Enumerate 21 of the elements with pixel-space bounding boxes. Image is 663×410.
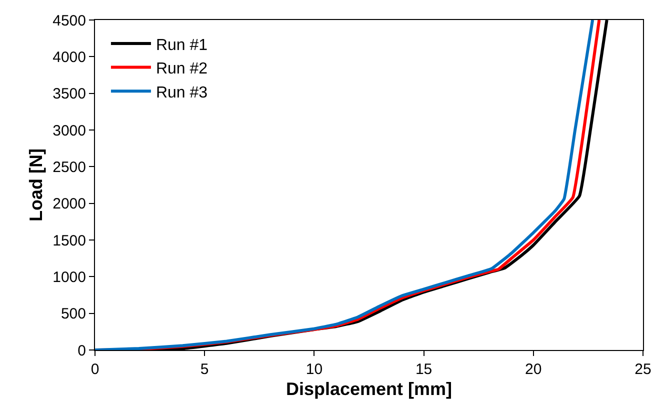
x-tick-label: 10: [306, 361, 323, 378]
y-tick-label: 3000: [52, 122, 86, 140]
x-tick-label: 0: [90, 361, 100, 378]
y-tick-label: 4000: [52, 48, 86, 66]
y-tick-label: 1500: [52, 232, 86, 250]
y-tick-label: 500: [60, 306, 86, 323]
x-tick-label: 20: [525, 361, 542, 378]
legend-label: Run #2: [156, 60, 208, 78]
legend-label: Run #1: [156, 36, 208, 54]
x-tick-label: 5: [200, 361, 209, 378]
x-axis-title: Displacement [mm]: [286, 379, 452, 400]
x-tick-label: 25: [634, 361, 652, 378]
y-tick-label: 1000: [52, 268, 86, 286]
legend-label: Run #3: [156, 84, 208, 102]
y-tick-label: 4500: [52, 12, 86, 30]
x-tick-label: 15: [415, 361, 432, 378]
y-tick-label: 3500: [52, 86, 86, 103]
y-tick-label: 2500: [52, 158, 86, 176]
y-tick-label: 0: [78, 342, 86, 360]
y-axis-title: Load [N]: [26, 148, 46, 222]
y-tick-label: 2000: [52, 196, 86, 213]
